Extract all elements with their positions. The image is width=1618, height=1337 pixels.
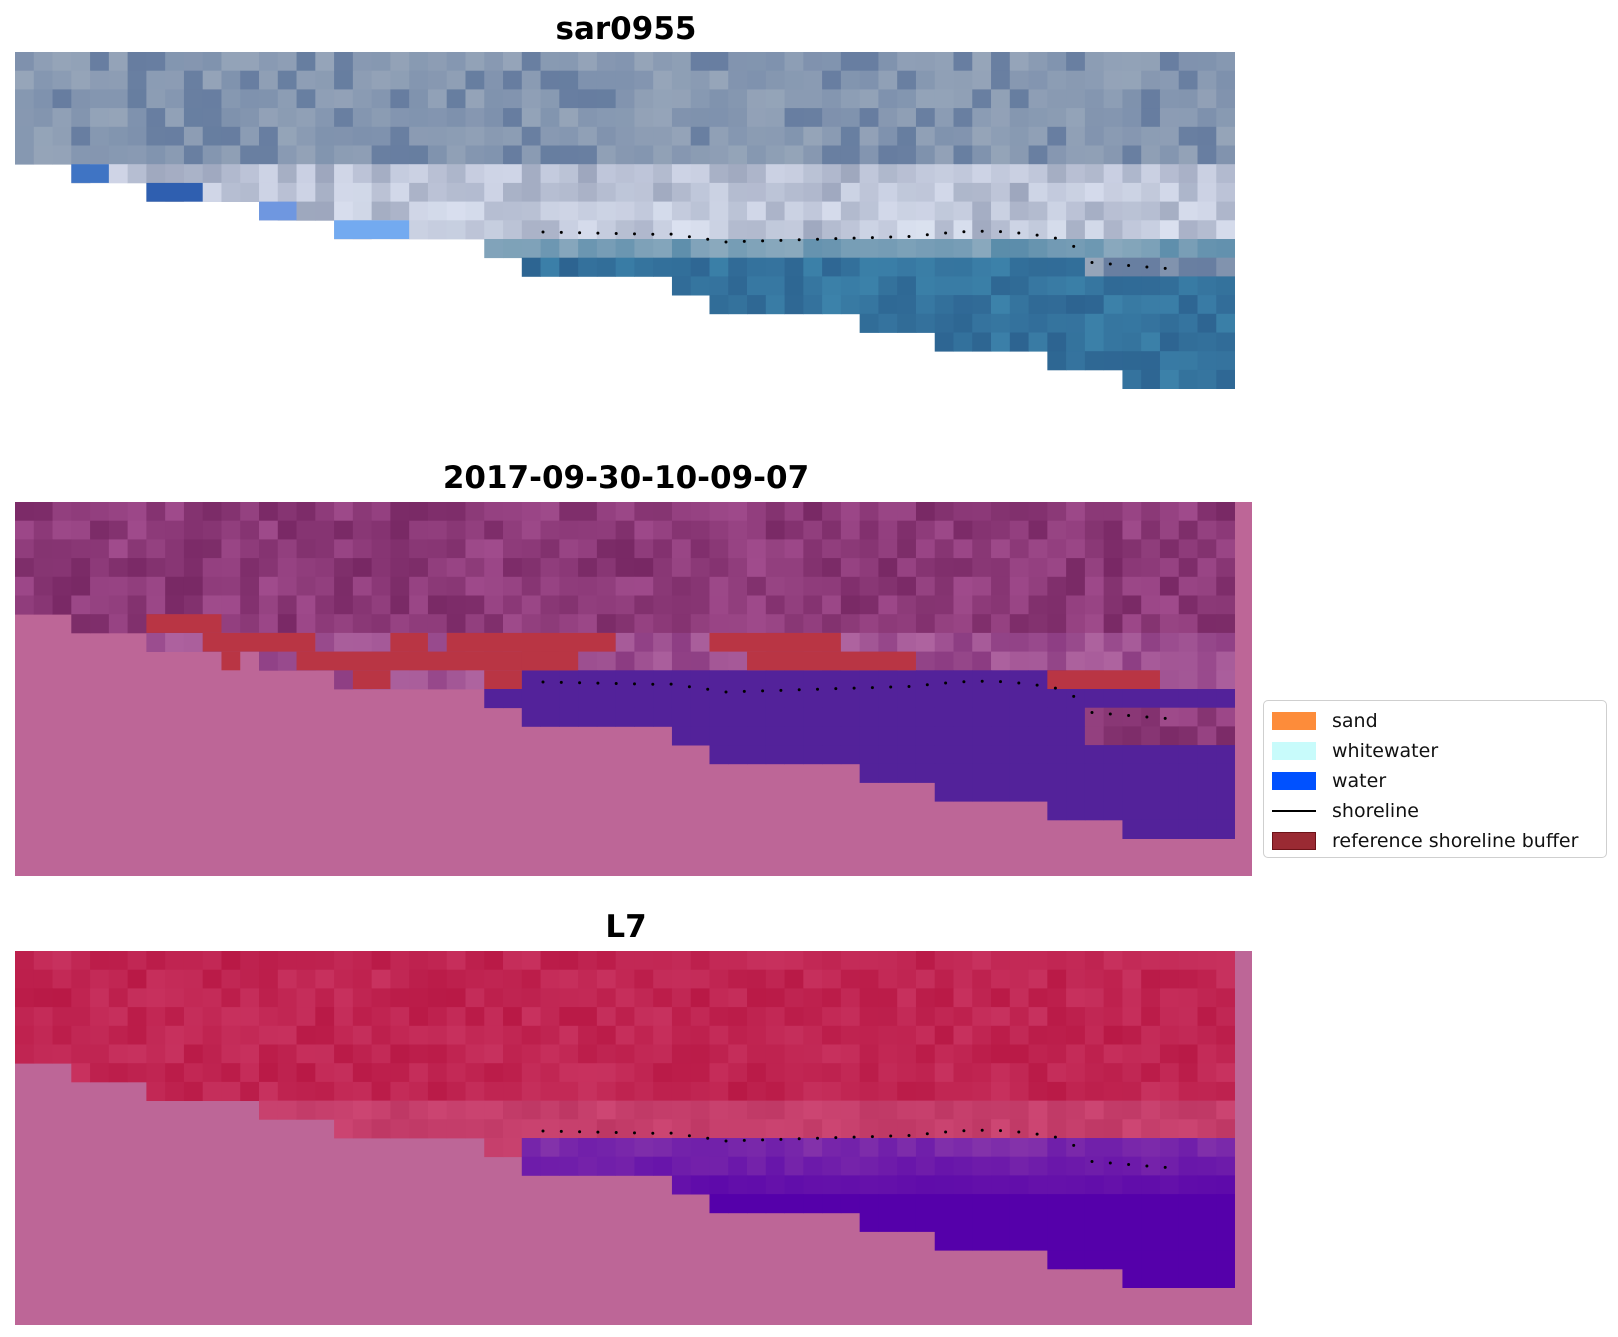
index-image	[15, 951, 1252, 1325]
legend-label: reference shoreline buffer	[1332, 830, 1579, 852]
shoreline-dots-classified	[541, 679, 1167, 720]
legend-item-reference-buffer: reference shoreline buffer	[1272, 826, 1598, 856]
legend-label: sand	[1332, 710, 1378, 732]
legend-swatch-water	[1272, 772, 1316, 790]
panel-title-classified: 2017-09-30-10-09-07	[442, 460, 810, 496]
rgb-image	[15, 52, 1252, 392]
legend-item-water: water	[1272, 766, 1598, 796]
rgb-image-panel	[15, 52, 1252, 392]
legend-swatch-reference-buffer	[1272, 832, 1316, 850]
legend-swatch-shoreline	[1272, 810, 1316, 812]
legend-swatch-sand	[1272, 712, 1316, 730]
legend: sand whitewater water shoreline referenc…	[1263, 700, 1607, 858]
index-image-panel	[15, 951, 1252, 1325]
legend-label: water	[1332, 770, 1387, 792]
classified-image	[15, 502, 1252, 876]
shoreline-dots-rgb	[541, 229, 1167, 270]
legend-item-shoreline: shoreline	[1272, 796, 1598, 826]
shoreline-dots-index	[541, 1128, 1167, 1169]
legend-label: shoreline	[1332, 800, 1419, 822]
panel-title-rgb: sar0955	[555, 11, 697, 47]
legend-item-sand: sand	[1272, 706, 1598, 736]
legend-label: whitewater	[1332, 740, 1439, 762]
legend-item-whitewater: whitewater	[1272, 736, 1598, 766]
classified-image-panel	[15, 502, 1252, 876]
panel-title-index: L7	[605, 909, 647, 945]
legend-swatch-whitewater	[1272, 742, 1316, 760]
